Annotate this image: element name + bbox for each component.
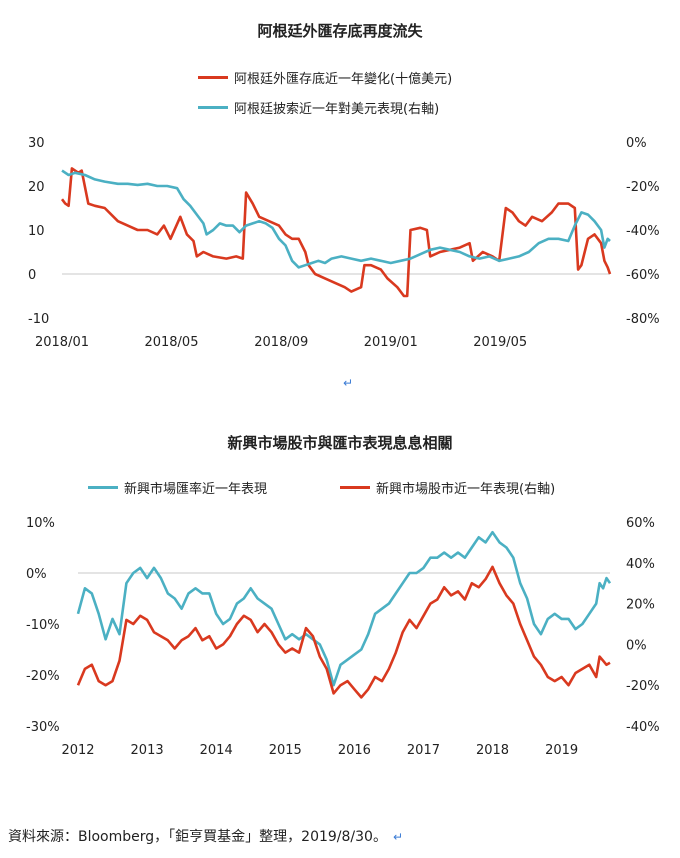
- x-tick-label: 2012: [61, 743, 94, 758]
- legend-label: 阿根廷披索近一年對美元表現(右軸): [234, 102, 440, 117]
- y-right-tick-label: -80%: [626, 312, 660, 327]
- y-right-tick-label: 60%: [626, 516, 655, 531]
- chart1-legend-item-reserves: 阿根廷外匯存底近一年變化(十億美元): [198, 68, 452, 87]
- y-left-tick-label: -10%: [26, 618, 60, 633]
- x-tick-label: 2018/05: [144, 335, 198, 350]
- chart2-plot: 10% 0% -10% -20% -30% 60% 40% 20% 0% -20% -40% 2012…: [26, 516, 660, 758]
- y-left-tick-label: 10%: [26, 516, 55, 531]
- y-left-tick-label: 10: [28, 224, 45, 239]
- y-right-tick-label: -40%: [626, 720, 660, 735]
- legend-label: 新興市場匯率近一年表現: [124, 482, 268, 497]
- x-tick-label: 2019: [545, 743, 578, 758]
- series-line-0: [60, 167, 612, 298]
- paragraph-mark: ↵: [343, 376, 354, 390]
- x-tick-label: 2016: [338, 743, 371, 758]
- source-note: 資料來源：Bloomberg，「鉅亨買基金」整理，2019/8/30。 ↵: [8, 826, 403, 846]
- y-right-tick-label: 40%: [626, 557, 655, 572]
- legend-line-teal: [198, 106, 228, 109]
- x-tick-label: 2018: [476, 743, 509, 758]
- x-tick-label: 2017: [407, 743, 440, 758]
- legend-line-teal: [88, 486, 118, 489]
- y-left-tick-label: -20%: [26, 669, 60, 684]
- y-left-tick-label: 0%: [26, 567, 47, 582]
- y-left-tick-label: 20: [28, 180, 45, 195]
- chart2-legend-item-fx: 新興市場匯率近一年表現: [88, 478, 267, 497]
- return-mark: ↵: [392, 830, 404, 844]
- y-left-tick-label: -10: [28, 312, 49, 327]
- x-tick-label: 2019/01: [364, 335, 418, 350]
- legend-line-red: [198, 76, 228, 79]
- y-right-tick-label: 0%: [626, 136, 647, 151]
- y-right-tick-label: 20%: [626, 598, 655, 613]
- chart2-title: 新興市場股市與匯市表現息息相關: [227, 434, 453, 452]
- chart1-legend-item-peso: 阿根廷披索近一年對美元表現(右軸): [198, 98, 439, 117]
- source-text: 資料來源：Bloomberg，「鉅亨買基金」整理，2019/8/30。: [8, 829, 387, 845]
- y-left-tick-label: 0: [28, 268, 36, 283]
- y-left-tick-label: 30: [28, 136, 45, 151]
- x-tick-label: 2013: [131, 743, 164, 758]
- chart2-legend-item-equity: 新興市場股市近一年表現(右軸): [340, 478, 555, 497]
- y-right-tick-label: -20%: [626, 180, 660, 195]
- chart1-plot: 30 20 10 0 -10 0% -20% -40% -60% -80% 2018/01 2018/…: [28, 136, 660, 350]
- series-line-1: [76, 565, 611, 699]
- y-right-tick-label: -40%: [626, 224, 660, 239]
- series-line-0: [76, 530, 612, 687]
- chart1-title: 阿根廷外匯存底再度流失: [257, 22, 423, 40]
- legend-line-red: [340, 486, 370, 489]
- x-tick-label: 2018/01: [35, 335, 89, 350]
- legend-label: 阿根廷外匯存底近一年變化(十億美元): [234, 72, 453, 87]
- y-right-tick-label: -60%: [626, 268, 660, 283]
- x-tick-label: 2019/05: [473, 335, 527, 350]
- y-right-tick-label: -20%: [626, 679, 660, 694]
- x-tick-label: 2014: [200, 743, 233, 758]
- x-tick-label: 2018/09: [254, 335, 308, 350]
- legend-label: 新興市場股市近一年表現(右軸): [376, 482, 556, 497]
- series-line-1: [61, 169, 611, 269]
- x-tick-label: 2015: [269, 743, 302, 758]
- y-right-tick-label: 0%: [626, 638, 647, 653]
- y-left-tick-label: -30%: [26, 720, 60, 735]
